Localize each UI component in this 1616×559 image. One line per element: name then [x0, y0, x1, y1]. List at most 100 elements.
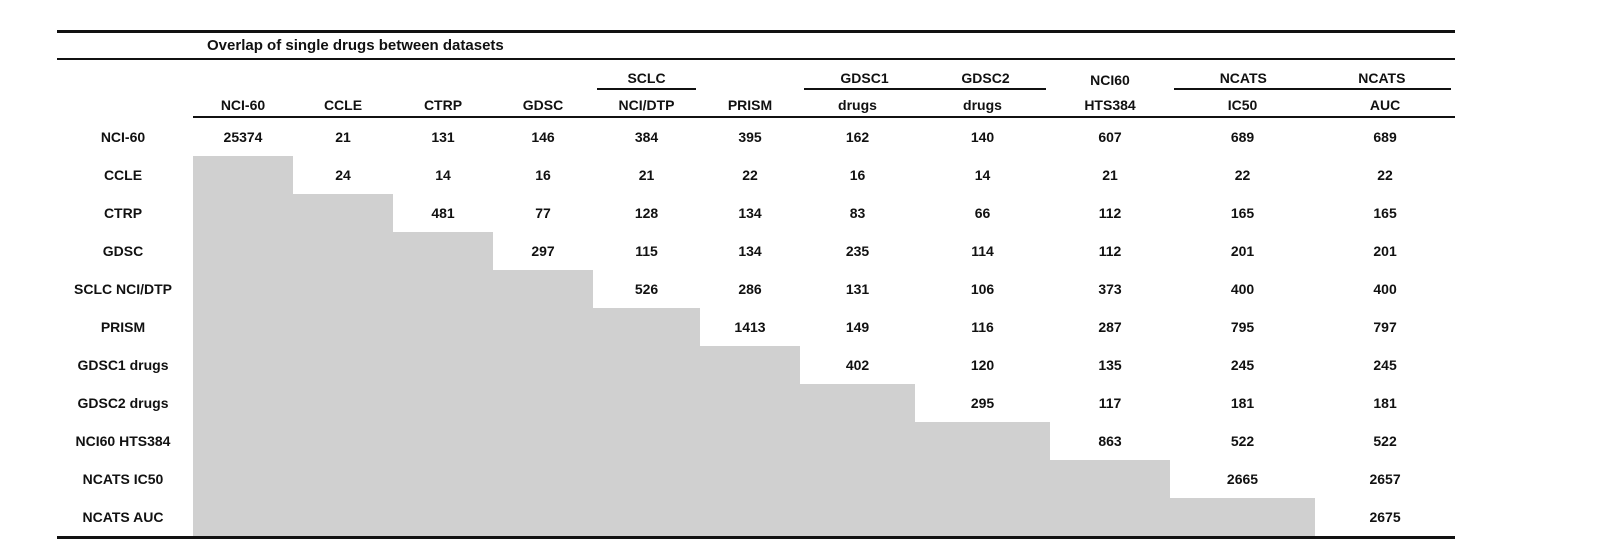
- table-header: Overlap of single drugs between datasets…: [57, 30, 1456, 118]
- masked-cell: [193, 498, 293, 539]
- masked-cell: [193, 384, 293, 422]
- masked-cell: [293, 384, 393, 422]
- value-cell: 863: [1098, 433, 1122, 449]
- masked-cell: [193, 194, 293, 232]
- table-row: PRISM 1413 149 116 287 795 797: [57, 308, 1455, 346]
- masked-cell: [193, 232, 293, 270]
- row-label: NCI60 HTS384: [75, 433, 171, 449]
- masked-cell: [800, 422, 915, 460]
- value-cell: 128: [634, 205, 659, 221]
- masked-cell: [700, 460, 800, 498]
- masked-cell: [493, 498, 593, 539]
- column-header-8: drugs: [915, 90, 1050, 118]
- masked-cell: [493, 270, 593, 308]
- value-cell: 16: [535, 167, 551, 183]
- masked-cell: [393, 270, 493, 308]
- title-row: Overlap of single drugs between datasets: [57, 30, 1456, 60]
- value-cell: 131: [431, 129, 455, 145]
- column-header-6: PRISM: [700, 90, 800, 118]
- value-cell: 402: [845, 357, 870, 373]
- masked-cell: [800, 460, 915, 498]
- value-cell: 481: [431, 205, 455, 221]
- masked-cell: [593, 460, 700, 498]
- value-cell: 21: [1102, 167, 1118, 183]
- column-header-3: CTRP: [393, 90, 493, 118]
- masked-cell: [800, 384, 915, 422]
- row-label: SCLC NCI/DTP: [74, 281, 172, 297]
- value-cell: 400: [1373, 281, 1397, 297]
- masked-cell: [593, 384, 700, 422]
- group-sclc: SCLC: [593, 59, 700, 90]
- value-cell: 201: [1230, 243, 1255, 259]
- masked-cell: [915, 498, 1050, 539]
- value-cell: 134: [738, 243, 762, 259]
- value-cell: 114: [971, 243, 994, 259]
- masked-cell: [915, 460, 1050, 498]
- value-cell: 165: [1230, 205, 1255, 221]
- group-spacer-prism: [700, 59, 800, 90]
- masked-cell: [193, 422, 293, 460]
- value-cell: 795: [1230, 319, 1255, 335]
- value-cell: 24: [335, 167, 351, 183]
- value-cell: 117: [1098, 395, 1122, 411]
- table-row: NCI-60 25374 21 131 146 384 395 162 140 607 689 689: [57, 117, 1455, 156]
- row-label: GDSC2 drugs: [77, 395, 169, 411]
- masked-cell: [293, 270, 393, 308]
- masked-cell: [193, 346, 293, 384]
- value-cell: 131: [845, 281, 870, 297]
- value-cell: 112: [1098, 205, 1122, 221]
- row-label: NCATS IC50: [82, 471, 164, 487]
- header-columns-row: NCI-60 CCLE CTRP GDSC NCI/DTP PRISM drugs drugs…: [57, 90, 1456, 118]
- value-cell: 2665: [1226, 471, 1259, 487]
- masked-cell: [393, 498, 493, 539]
- value-cell: 689: [1373, 129, 1397, 145]
- value-cell: 146: [531, 129, 555, 145]
- masked-cell: [393, 308, 493, 346]
- masked-cell: [800, 498, 915, 539]
- value-cell: 607: [1098, 129, 1122, 145]
- value-cell: 116: [971, 319, 994, 335]
- masked-cell: [700, 498, 800, 539]
- value-cell: 21: [638, 167, 655, 183]
- group-label-gdsc2: GDSC2: [961, 70, 1010, 86]
- masked-cell: [393, 232, 493, 270]
- value-cell: 22: [1377, 167, 1393, 183]
- group-spacer: [193, 59, 593, 90]
- value-cell: 245: [1230, 357, 1255, 373]
- masked-cell: [593, 498, 700, 539]
- group-label-nci60: NCI60: [1090, 72, 1130, 88]
- group-label-ncats-ic50: NCATS: [1219, 70, 1267, 86]
- value-cell: 181: [1373, 395, 1397, 411]
- row-label: CTRP: [103, 205, 143, 221]
- row-label: NCI-60: [100, 128, 146, 145]
- table-row: CTRP 481 77 128 134 83 66 112 165 165: [57, 194, 1455, 232]
- masked-cell: [915, 422, 1050, 460]
- masked-cell: [293, 194, 393, 232]
- column-header-10: IC50: [1170, 90, 1315, 118]
- value-cell: 295: [970, 395, 995, 411]
- column-header-9: HTS384: [1050, 90, 1170, 118]
- value-cell: 235: [845, 243, 870, 259]
- masked-cell: [593, 308, 700, 346]
- value-cell: 106: [970, 281, 995, 297]
- group-ncats: NCATS NCATS: [1170, 59, 1455, 90]
- header-group-row: SCLC GDSC1 GDSC2 NCI60 NCATS NCATS: [57, 59, 1455, 90]
- value-cell: 16: [849, 167, 866, 183]
- value-cell: 287: [1098, 319, 1122, 335]
- value-cell: 112: [1098, 243, 1122, 259]
- masked-cell: [1050, 498, 1170, 539]
- row-label: CCLE: [103, 167, 143, 183]
- value-cell: 134: [738, 205, 762, 221]
- value-cell: 120: [970, 357, 995, 373]
- table-row: GDSC2 drugs 295 117 181 181: [57, 384, 1455, 422]
- value-cell: 149: [845, 319, 870, 335]
- value-cell: 400: [1230, 281, 1255, 297]
- masked-cell: [293, 422, 393, 460]
- row-label: GDSC1 drugs: [77, 357, 169, 373]
- group-gdsc-drugs: GDSC1 GDSC2: [800, 59, 1050, 90]
- masked-cell: [293, 498, 393, 539]
- row-label: PRISM: [100, 319, 146, 335]
- group-label-ncats-auc: NCATS: [1358, 70, 1406, 86]
- value-cell: 1413: [734, 319, 766, 335]
- value-cell: 66: [974, 205, 991, 221]
